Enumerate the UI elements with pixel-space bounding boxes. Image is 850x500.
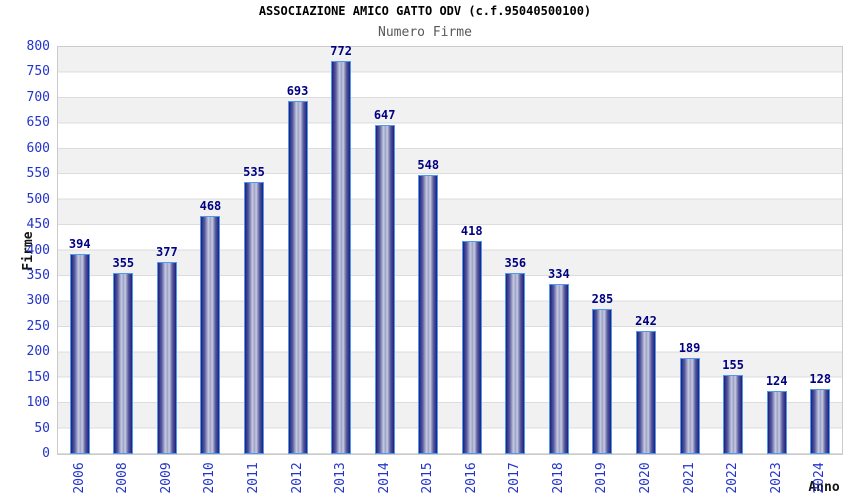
y-tick-label: 450 [26, 217, 50, 233]
x-tick-label: 2011 [246, 462, 261, 494]
x-tick-label: 2015 [420, 462, 436, 494]
y-tick-label: 550 [26, 166, 50, 182]
bar-value-label: 468 [199, 198, 222, 213]
x-axis-title: Anno [808, 480, 840, 495]
bar-value-label: 693 [286, 84, 309, 99]
y-tick-label: 750 [26, 64, 50, 80]
bar [810, 388, 831, 454]
bar [331, 61, 352, 454]
x-tick-label: 2017 [507, 462, 523, 494]
x-tick-label: 2022 [725, 462, 741, 494]
bar [418, 175, 439, 454]
bar [156, 262, 177, 454]
bar [592, 309, 613, 454]
x-tick-label: 2014 [376, 462, 392, 494]
plot-area [57, 46, 843, 455]
y-tick-label: 600 [26, 140, 50, 156]
bar-value-label: 242 [635, 313, 657, 328]
y-tick-label: 700 [26, 89, 50, 105]
y-tick-label: 300 [26, 293, 50, 309]
bar-value-label: 647 [373, 107, 396, 122]
x-tick-label: 2016 [463, 462, 479, 494]
y-tick-label: 200 [26, 344, 50, 360]
bar-value-label: 356 [504, 255, 527, 270]
bar [766, 390, 787, 454]
x-tick-label: 2021 [681, 462, 697, 494]
y-tick-label: 250 [26, 318, 50, 334]
bar-value-label: 394 [68, 236, 91, 251]
bar-value-label: 377 [156, 245, 178, 260]
bar-value-label: 535 [243, 164, 265, 179]
bar [69, 253, 90, 454]
bar [113, 273, 134, 454]
bar-value-label: 334 [548, 267, 570, 282]
bar [200, 215, 221, 454]
x-tick-label: 2019 [594, 462, 610, 494]
y-tick-label: 0 [42, 446, 50, 461]
y-tick-label: 500 [26, 191, 50, 207]
bar [505, 272, 526, 454]
bar-value-label: 418 [460, 224, 483, 239]
bar-value-label: 285 [591, 292, 614, 306]
bar [548, 284, 569, 454]
y-tick-label: 400 [26, 242, 50, 258]
x-tick-label: 2006 [71, 462, 87, 494]
chart-title: ASSOCIAZIONE AMICO GATTO ODV (c.f.950405… [258, 4, 592, 18]
x-tick-label: 2024 [812, 462, 828, 494]
bar [461, 241, 482, 454]
chart-subtitle: Numero Firme [378, 25, 472, 40]
bar [636, 330, 656, 454]
bar-value-label: 548 [417, 158, 440, 173]
x-tick-label: 2009 [158, 462, 174, 494]
x-tick-label: 2008 [115, 462, 131, 494]
bar-value-label: 128 [809, 371, 832, 386]
bar-value-label: 124 [765, 373, 788, 388]
y-tick-label: 50 [34, 420, 50, 436]
x-tick-label: 2012 [289, 462, 305, 494]
bar-value-label: 355 [112, 256, 135, 271]
bar [679, 357, 700, 454]
bar [374, 124, 395, 454]
y-tick-label: 150 [26, 369, 50, 385]
x-tick-label: 2023 [768, 462, 784, 494]
x-tick-label: 2013 [333, 462, 349, 494]
y-tick-label: 350 [26, 267, 50, 283]
x-tick-label: 2010 [202, 462, 218, 494]
y-tick-label: 650 [26, 115, 50, 131]
bar [723, 375, 744, 454]
bar-value-label: 772 [330, 44, 352, 59]
bar-value-label: 155 [722, 358, 744, 373]
bar-value-label: 189 [678, 340, 701, 355]
bar [244, 181, 264, 454]
y-tick-label: 800 [26, 39, 50, 54]
x-tick-label: 2018 [550, 462, 566, 494]
bar [287, 101, 308, 454]
x-tick-label: 2020 [638, 462, 653, 494]
y-tick-label: 100 [26, 395, 50, 411]
